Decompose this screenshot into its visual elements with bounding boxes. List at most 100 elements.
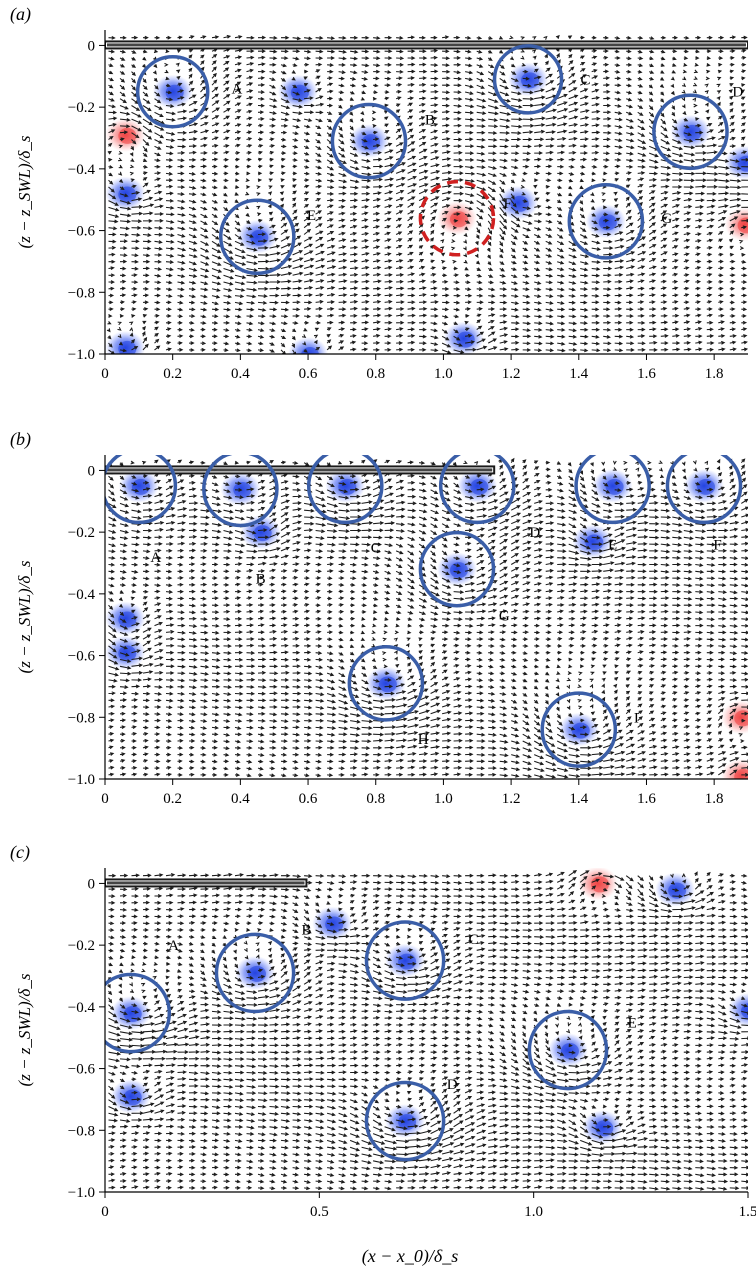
y-tick-label: −0.4 (68, 1000, 96, 1016)
x-axis-label: (x − x_0)/δ_s (362, 1246, 459, 1267)
plate-fill (107, 43, 746, 47)
x-tick-label: 1.8 (705, 791, 724, 807)
vortex-label: I (634, 710, 639, 726)
vorticity-core (470, 478, 489, 495)
y-tick-label: −0.6 (68, 224, 96, 240)
y-tick-label: −0.4 (68, 587, 96, 603)
x-tick-label: 0.6 (299, 366, 318, 382)
vortex-circle-unlabeled (105, 972, 172, 1054)
vortex-circle-B (330, 102, 408, 180)
vorticity-core (123, 1089, 142, 1106)
vorticity-core (338, 478, 357, 495)
vortex-label: G (499, 608, 510, 624)
panel-label: (b) (10, 429, 31, 450)
vortex-label: G (661, 211, 672, 227)
vorticity-core (697, 478, 716, 495)
vorticity-core (253, 525, 272, 542)
y-axis-label: (z − z_SWL)/δ_s (15, 135, 34, 248)
y-tick-label: 0 (88, 463, 96, 479)
panel-label: (c) (10, 842, 30, 863)
y-tick-label: −0.4 (68, 162, 96, 178)
vortex-label: C (371, 541, 381, 557)
y-tick-label: −1.0 (68, 347, 95, 363)
vortex-circles (105, 920, 609, 1162)
y-tick-label: −0.8 (68, 710, 95, 726)
vorticity-core (521, 72, 540, 89)
vorticity-core (118, 186, 137, 203)
vortex-label: E (608, 537, 617, 553)
vortex-label: B (256, 571, 266, 587)
y-tick-label: −0.6 (68, 1062, 96, 1078)
vorticity-core (595, 1120, 614, 1137)
vorticity-core (131, 478, 150, 495)
vortex-label: D (732, 85, 743, 101)
vorticity-core (449, 211, 468, 228)
vector-arrows (108, 457, 748, 779)
x-tick-label: 1.2 (502, 791, 521, 807)
vorticity-core (560, 1043, 579, 1060)
vortex-label: D (447, 1077, 458, 1093)
vorticity-core (290, 84, 309, 101)
x-tick-label: 0.2 (163, 366, 182, 382)
panel-1: A B C D E F G H I 0 0.2 0.4 0.6 0.8 1.0 1.2 1.4 1.6 1.8 0 −0… (10, 429, 748, 807)
plot-area (105, 455, 748, 779)
x-tick-label: 1.2 (502, 366, 521, 382)
velocity-vectors (106, 34, 748, 354)
vortex-circle-B (202, 455, 279, 528)
vortex-label: C (469, 932, 479, 948)
x-tick-label: 0.8 (366, 366, 385, 382)
panel-label: (a) (10, 4, 31, 25)
vector-arrows (106, 34, 748, 354)
vortex-circle-E (527, 1009, 609, 1091)
plot-area (105, 34, 748, 354)
vorticity-core (378, 676, 397, 693)
vortex-circle-D (438, 455, 516, 525)
vortex-circle-I (540, 691, 618, 768)
vorticity-core (449, 562, 468, 579)
vorticity-core (325, 916, 344, 933)
x-tick-label: 1.8 (705, 366, 724, 382)
vorticity-core (118, 645, 137, 662)
x-tick-label: 1.6 (637, 366, 656, 382)
vorticity-core (737, 217, 748, 234)
vortex-label: F (504, 196, 512, 212)
y-tick-label: −0.2 (68, 100, 95, 116)
x-tick-label: 0 (101, 366, 109, 382)
x-tick-label: 0.2 (163, 791, 182, 807)
vortex-label: F (713, 537, 721, 553)
vorticity-core (683, 124, 702, 141)
vorticity-core (398, 953, 417, 970)
vortex-circle-A (135, 54, 210, 129)
vortex-circle-D (652, 93, 729, 171)
x-tick-label: 1.4 (569, 791, 588, 807)
plate-fill (107, 881, 305, 885)
vortex-label: E (628, 1015, 637, 1031)
vorticity-core (734, 768, 748, 779)
y-tick-label: −0.8 (68, 285, 95, 301)
vortex-label: A (150, 550, 161, 566)
vortex-circle-D (364, 1080, 446, 1162)
vortex-label: D (529, 525, 540, 541)
vorticity-blob (724, 207, 748, 242)
vorticity-core (123, 1006, 142, 1023)
vortex-circle-C (306, 455, 384, 525)
x-tick-label: 1.4 (569, 366, 588, 382)
x-tick-label: 0.5 (310, 1204, 329, 1220)
plate-fill (107, 468, 493, 472)
vortex-circle-A (105, 455, 178, 525)
y-tick-label: −1.0 (68, 1185, 95, 1201)
y-axis-label: (z − z_SWL)/δ_s (15, 560, 34, 673)
vortex-circle-E (218, 198, 296, 276)
x-tick-label: 1.0 (434, 791, 453, 807)
vorticity-core (734, 710, 748, 727)
vortex-circle-C (492, 44, 564, 115)
x-tick-label: 0.6 (299, 791, 318, 807)
velocity-vectors (107, 870, 748, 1191)
y-tick-label: 0 (88, 38, 96, 54)
x-tick-label: 0 (101, 1204, 109, 1220)
panel-0: A B C D E F G 0 0.2 0.4 0.6 0.8 1.0 1.2 1.4 1.6 1.8 0 −0.2… (10, 4, 748, 382)
vortex-circle-G (567, 183, 645, 260)
vortex-label: B (425, 112, 435, 128)
velocity-vectors (108, 457, 748, 779)
